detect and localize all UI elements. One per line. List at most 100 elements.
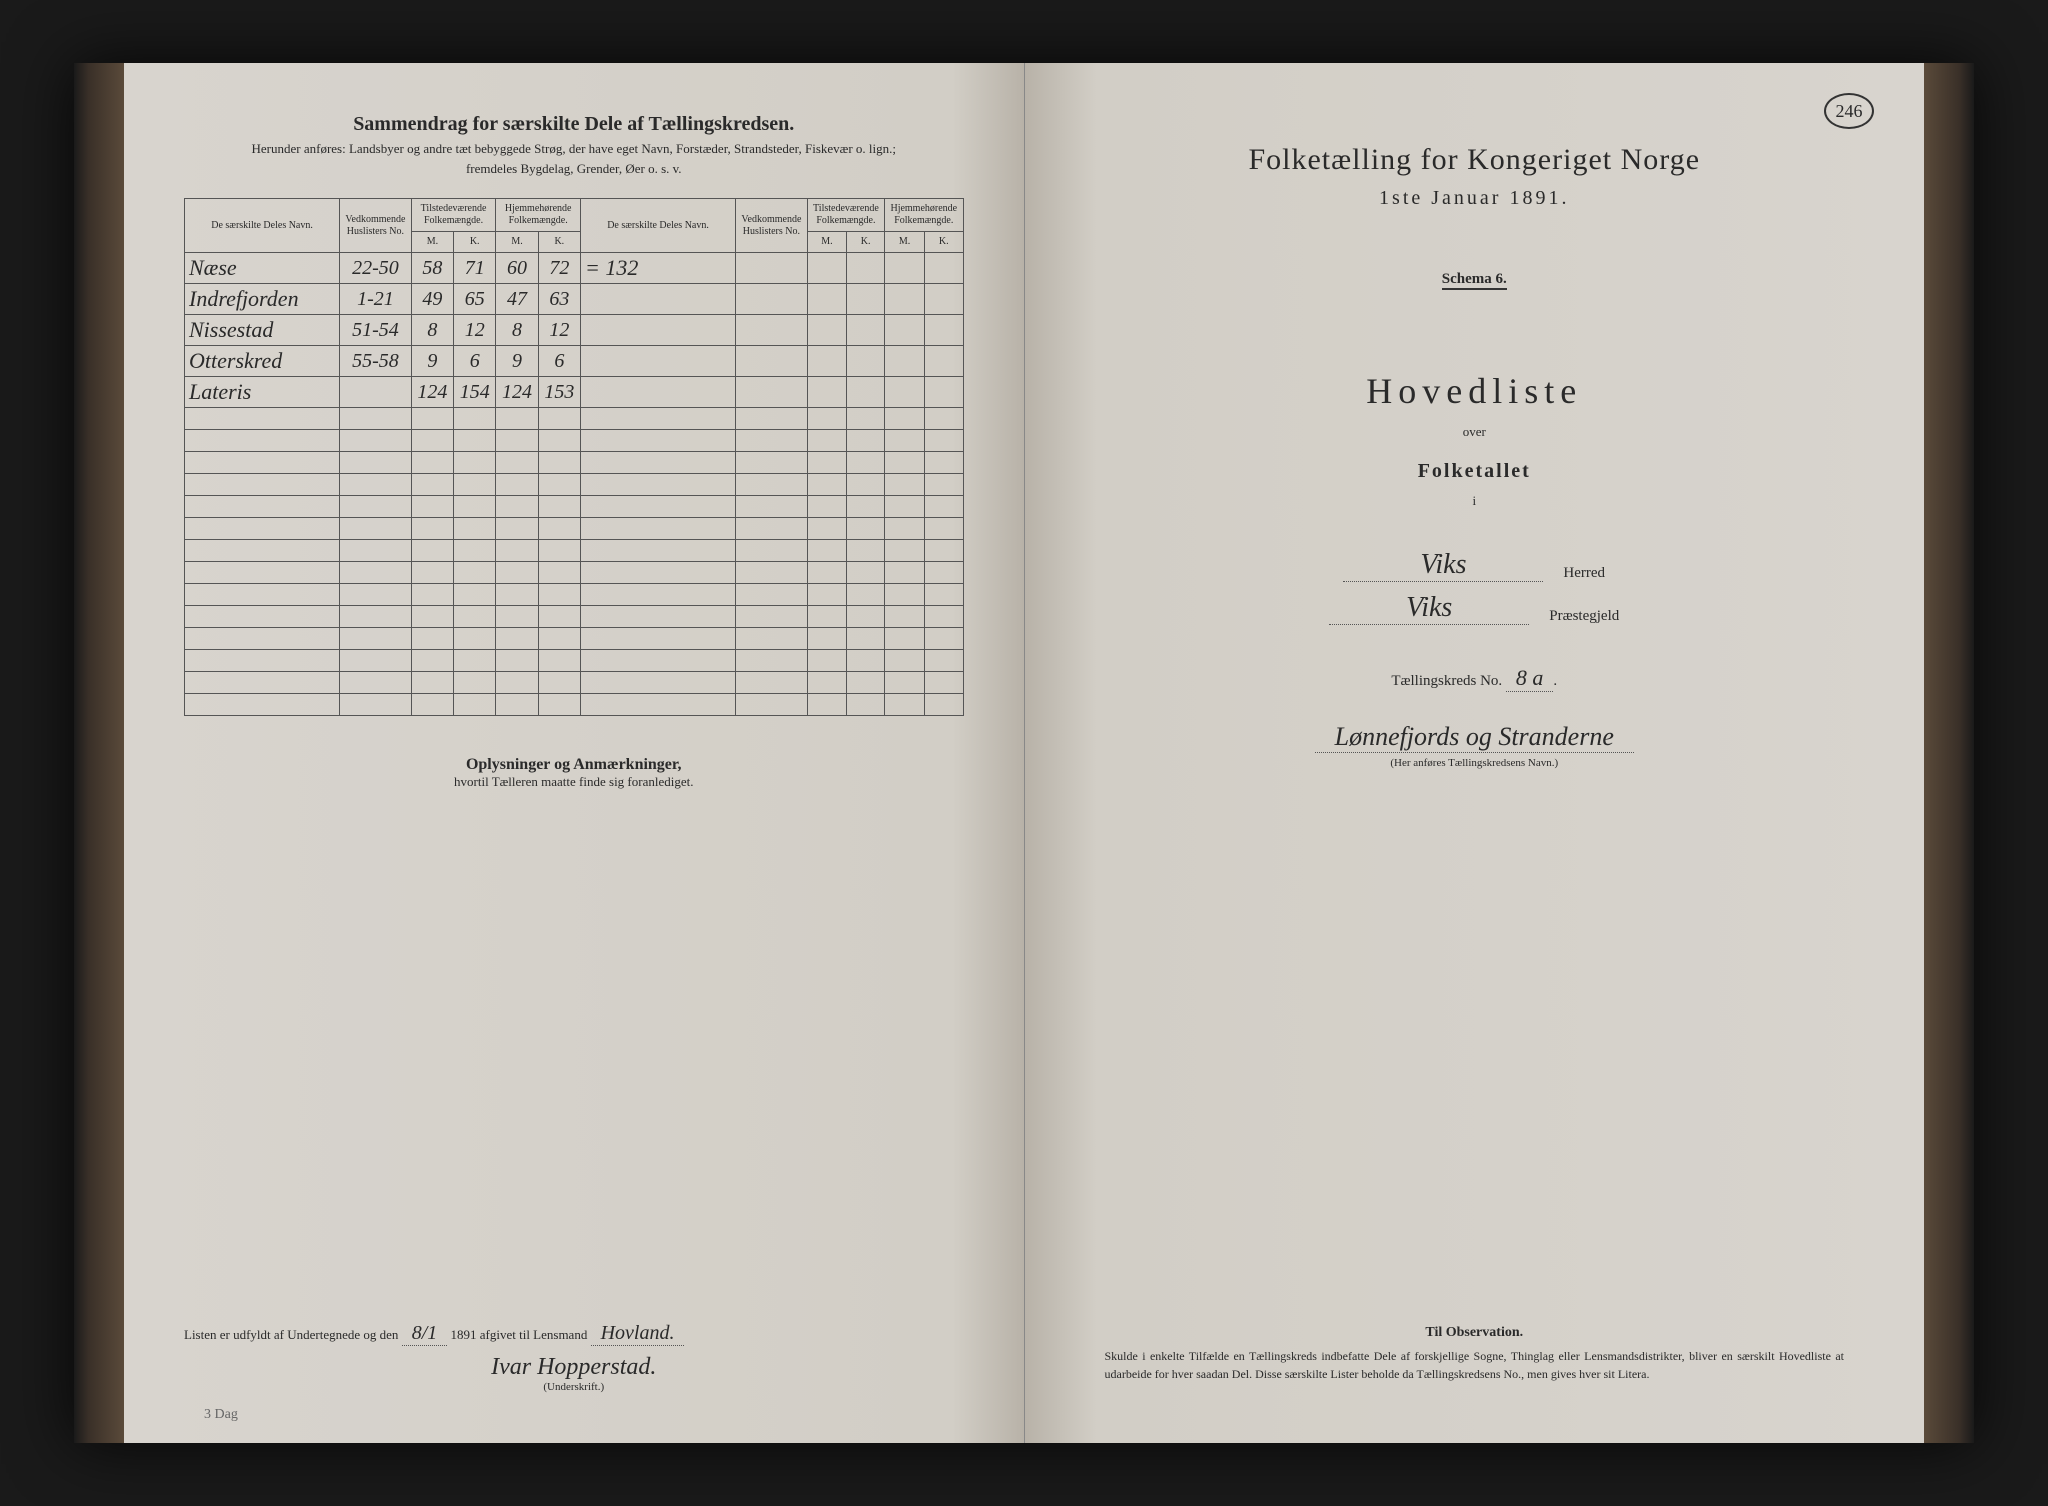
row-tm: 124 xyxy=(411,377,453,408)
kreds-number-line: Tællingskreds No. 8 a. xyxy=(1085,665,1865,692)
th-hus: Vedkommende Huslisters No. xyxy=(340,199,412,253)
row-hus: 1-21 xyxy=(340,284,412,315)
th-name2: De særskilte Deles Navn. xyxy=(580,199,735,253)
empty-row xyxy=(185,628,964,650)
row-hus: 22-50 xyxy=(340,253,412,284)
herred-line: Viks Herred xyxy=(1085,549,1865,582)
th-tilstede: Tilstedeværende Folkemængde. xyxy=(411,199,496,232)
th-m: M. xyxy=(496,232,538,253)
row-name: Lateris xyxy=(185,377,340,408)
right-page: 246 Folketælling for Kongeriget Norge 1s… xyxy=(1025,63,1925,1443)
th-k: K. xyxy=(538,232,580,253)
empty-row xyxy=(185,496,964,518)
empty-row xyxy=(185,650,964,672)
row-tk: 71 xyxy=(454,253,496,284)
folketallet-label: Folketallet xyxy=(1085,460,1865,483)
th-m: M. xyxy=(885,232,925,253)
row-tk: 12 xyxy=(454,315,496,346)
book-spread: Sammendrag for særskilte Dele af Tælling… xyxy=(74,63,1974,1443)
row-hm: 9 xyxy=(496,346,538,377)
praeste-value: Viks xyxy=(1329,592,1529,625)
book-spine-left xyxy=(74,63,124,1443)
kreds-sublabel: (Her anføres Tællingskredsens Navn.) xyxy=(1085,757,1865,769)
left-subtitle-2: fremdeles Bygdelag, Grender, Øer o. s. v… xyxy=(184,160,964,178)
bottom-margin-note: 3 Dag xyxy=(204,1407,238,1423)
row-extra xyxy=(580,377,735,408)
empty-row xyxy=(185,430,964,452)
census-title: Folketælling for Kongeriget Norge xyxy=(1085,143,1865,177)
book-spine-right xyxy=(1924,63,1974,1443)
row-hk: 12 xyxy=(538,315,580,346)
page-number-badge: 246 xyxy=(1824,93,1874,129)
row-hus xyxy=(340,377,412,408)
row-hm: 60 xyxy=(496,253,538,284)
census-date: 1ste Januar 1891. xyxy=(1085,187,1865,210)
observation-text: Skulde i enkelte Tilfælde en Tællingskre… xyxy=(1105,1347,1845,1383)
i-label: i xyxy=(1085,493,1865,509)
kreds-prefix: Tællingskreds No. xyxy=(1391,673,1502,689)
table-body: Næse22-5058716072= 132Indrefjorden1-2149… xyxy=(185,253,964,716)
row-tk: 6 xyxy=(454,346,496,377)
empty-row xyxy=(185,540,964,562)
row-name: Indrefjorden xyxy=(185,284,340,315)
row-tm: 8 xyxy=(411,315,453,346)
signature-section: Listen er udfyldt af Undertegnede og den… xyxy=(184,1322,964,1393)
row-tm: 49 xyxy=(411,284,453,315)
row-tk: 65 xyxy=(454,284,496,315)
observation-section: Til Observation. Skulde i enkelte Tilfæl… xyxy=(1105,1325,1845,1383)
row-extra xyxy=(580,315,735,346)
th-m: M. xyxy=(411,232,453,253)
th-hjemme: Hjemmehørende Folkemængde. xyxy=(496,199,581,232)
left-page: Sammendrag for særskilte Dele af Tælling… xyxy=(124,63,1025,1443)
th-hus2: Vedkommende Huslisters No. xyxy=(736,199,808,253)
right-content: Folketælling for Kongeriget Norge 1ste J… xyxy=(1085,113,1865,769)
empty-row xyxy=(185,606,964,628)
empty-row xyxy=(185,408,964,430)
row-hm: 47 xyxy=(496,284,538,315)
th-name1: De særskilte Deles Navn. xyxy=(185,199,340,253)
row-hk: 6 xyxy=(538,346,580,377)
row-tm: 9 xyxy=(411,346,453,377)
sig-lensmand: Hovland. xyxy=(591,1322,685,1346)
census-table: De særskilte Deles Navn. Vedkommende Hus… xyxy=(184,198,964,716)
sig-prefix: Listen er udfyldt af Undertegnede og den xyxy=(184,1327,398,1342)
empty-row xyxy=(185,584,964,606)
remarks-subtitle: hvortil Tælleren maatte finde sig foranl… xyxy=(184,774,964,790)
th-tilstede2: Tilstedeværende Folkemængde. xyxy=(807,199,884,232)
table-row: Otterskred55-589696 xyxy=(185,346,964,377)
th-k: K. xyxy=(847,232,885,253)
hovedliste-heading: Hovedliste xyxy=(1085,370,1865,412)
row-name: Næse xyxy=(185,253,340,284)
empty-row xyxy=(185,694,964,716)
empty-row xyxy=(185,518,964,540)
kreds-number: 8 a xyxy=(1506,665,1554,692)
row-extra xyxy=(580,284,735,315)
th-k: K. xyxy=(925,232,963,253)
empty-row xyxy=(185,672,964,694)
row-tk: 154 xyxy=(454,377,496,408)
table-row: Næse22-5058716072= 132 xyxy=(185,253,964,284)
praeste-label: Præstegjeld xyxy=(1549,608,1619,625)
table-row: Lateris124154124153 xyxy=(185,377,964,408)
row-tm: 58 xyxy=(411,253,453,284)
row-hk: 63 xyxy=(538,284,580,315)
remarks-title: Oplysninger og Anmærkninger, xyxy=(184,756,964,774)
row-hk: 153 xyxy=(538,377,580,408)
th-hjemme2: Hjemmehørende Folkemængde. xyxy=(885,199,963,232)
row-extra: = 132 xyxy=(580,253,735,284)
row-hm: 8 xyxy=(496,315,538,346)
row-name: Nissestad xyxy=(185,315,340,346)
observation-title: Til Observation. xyxy=(1105,1325,1845,1341)
left-page-title: Sammendrag for særskilte Dele af Tælling… xyxy=(184,113,964,136)
sig-name: Ivar Hopperstad. xyxy=(481,1354,666,1381)
empty-row xyxy=(185,562,964,584)
table-row: Nissestad51-54812812 xyxy=(185,315,964,346)
row-hm: 124 xyxy=(496,377,538,408)
over-label: over xyxy=(1085,424,1865,440)
row-hus: 51-54 xyxy=(340,315,412,346)
schema-label: Schema 6. xyxy=(1442,271,1507,290)
row-name: Otterskred xyxy=(185,346,340,377)
herred-label: Herred xyxy=(1563,565,1605,582)
left-subtitle-1: Herunder anføres: Landsbyer og andre tæt… xyxy=(184,140,964,158)
empty-row xyxy=(185,474,964,496)
